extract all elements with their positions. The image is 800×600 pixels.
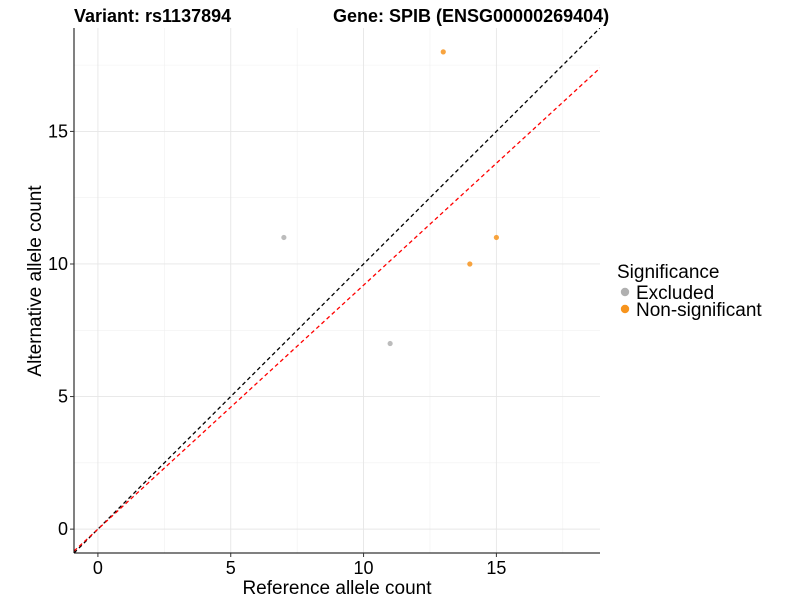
y-tick-label: 5 xyxy=(58,387,68,407)
fit-line xyxy=(74,67,600,552)
x-tick-label: 5 xyxy=(226,558,236,578)
x-tick-label: 10 xyxy=(354,558,374,578)
chart-title-variant: Variant: rs1137894 xyxy=(74,6,231,26)
y-tick-label: 0 xyxy=(58,519,68,539)
x-tick-label: 15 xyxy=(486,558,506,578)
legend-title: Significance xyxy=(617,262,719,283)
grid xyxy=(74,28,600,553)
tick-labels: 0 5 10 15 0 5 10 15 xyxy=(48,121,506,578)
y-axis-title: Alternative allele count xyxy=(25,185,46,377)
y-tick-label: 15 xyxy=(48,121,68,141)
reference-lines xyxy=(74,28,600,553)
chart-title-gene: Gene: SPIB (ENSG00000269404) xyxy=(333,6,609,26)
legend-key-excluded xyxy=(620,287,630,297)
x-axis-title: Reference allele count xyxy=(242,578,432,599)
data-point-non-significant xyxy=(493,234,499,241)
data-points xyxy=(281,49,499,347)
legend-label-non-significant: Non-significant xyxy=(636,300,762,321)
identity-line xyxy=(74,28,600,553)
data-point-non-significant xyxy=(467,261,473,267)
data-point-excluded xyxy=(281,234,287,241)
data-point-excluded xyxy=(387,340,393,347)
legend-key-non-significant xyxy=(620,304,630,314)
axes xyxy=(70,28,600,557)
data-point-non-significant xyxy=(440,49,446,55)
y-tick-label: 10 xyxy=(48,254,68,274)
x-tick-label: 0 xyxy=(93,558,103,578)
legend-label-excluded: Excluded xyxy=(636,283,714,304)
